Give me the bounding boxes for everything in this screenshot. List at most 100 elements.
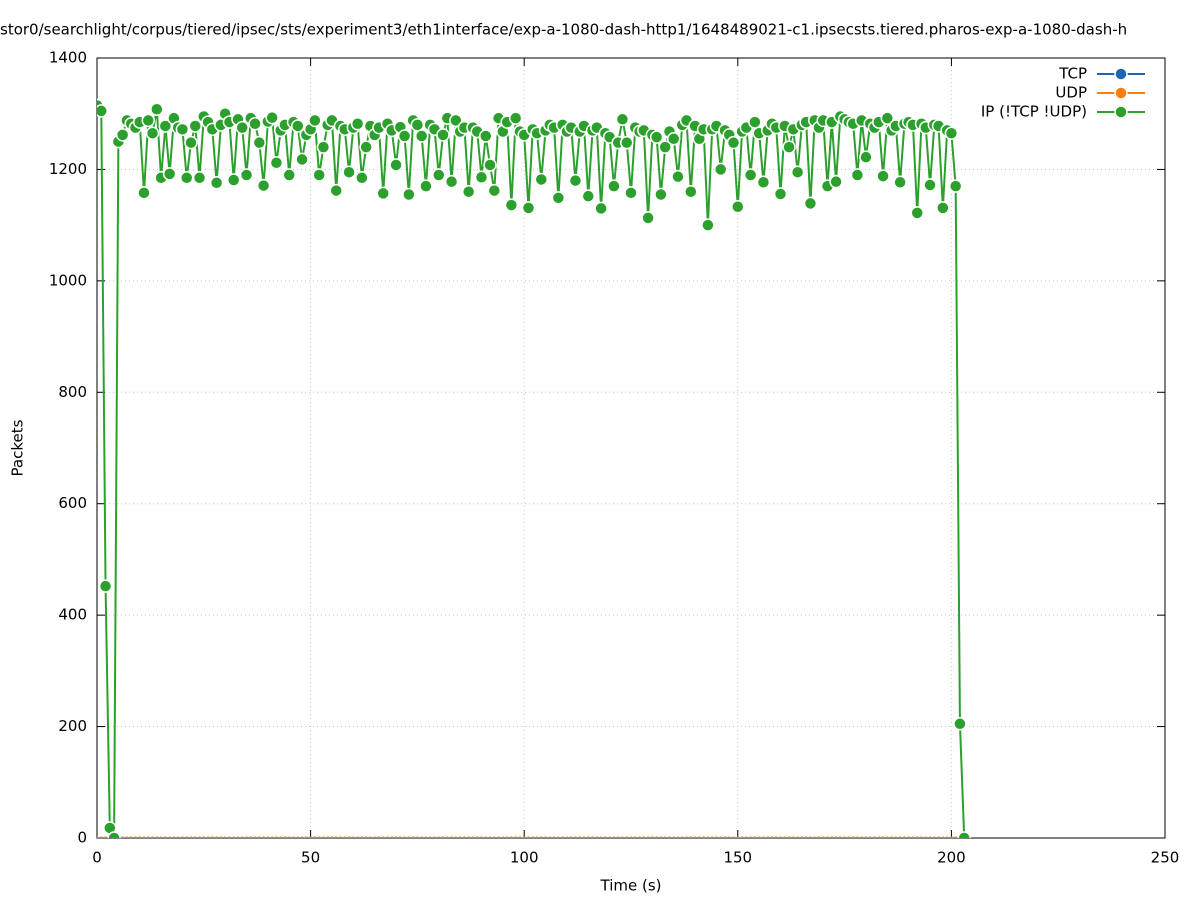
data-point xyxy=(641,211,655,225)
data-point xyxy=(649,130,664,144)
data-point xyxy=(215,836,219,838)
x-tick-label: 50 xyxy=(301,849,320,867)
data-point xyxy=(932,836,936,838)
data-point xyxy=(381,836,385,838)
plot-border xyxy=(96,57,1166,839)
data-point xyxy=(479,129,493,143)
data-point xyxy=(638,836,642,838)
data-point xyxy=(266,836,270,838)
data-point xyxy=(99,836,103,838)
data-point xyxy=(295,152,309,167)
data-point xyxy=(312,168,326,182)
data-point xyxy=(163,836,167,838)
data-point xyxy=(843,836,847,838)
data-point xyxy=(945,836,949,838)
data-point xyxy=(829,174,843,189)
data-point xyxy=(850,168,865,182)
data-point xyxy=(910,206,924,220)
data-point xyxy=(625,836,629,838)
data-point xyxy=(616,836,620,838)
y-tick-label: 0 xyxy=(77,829,87,847)
data-point xyxy=(262,836,266,838)
data-point xyxy=(359,140,373,154)
data-point xyxy=(450,836,454,838)
data-point xyxy=(257,836,261,838)
y-tick-label: 600 xyxy=(58,494,87,512)
data-point xyxy=(713,162,728,177)
data-point xyxy=(339,836,343,838)
data-point xyxy=(296,836,300,838)
data-point xyxy=(706,836,710,838)
data-point xyxy=(313,836,317,838)
data-point xyxy=(907,836,911,838)
data-point xyxy=(544,836,548,838)
data-point xyxy=(761,836,765,838)
data-point xyxy=(343,836,347,838)
data-point xyxy=(573,836,577,838)
data-point xyxy=(240,836,244,838)
data-point xyxy=(411,836,415,838)
data-point xyxy=(803,196,818,211)
data-point xyxy=(518,836,522,838)
data-point xyxy=(551,191,566,205)
data-point xyxy=(432,836,436,838)
data-point xyxy=(578,836,582,838)
data-point xyxy=(326,836,330,838)
data-point xyxy=(855,836,859,838)
data-point xyxy=(953,717,967,731)
data-point xyxy=(719,836,723,838)
data-point xyxy=(236,836,240,838)
data-point xyxy=(248,116,262,131)
data-point xyxy=(680,836,684,838)
data-point xyxy=(104,836,108,838)
data-point xyxy=(723,836,727,838)
data-point xyxy=(774,836,778,838)
data-point xyxy=(107,831,121,838)
data-point xyxy=(385,836,389,838)
x-tick-label: 100 xyxy=(510,849,539,867)
data-point xyxy=(594,201,608,216)
data-point xyxy=(223,836,227,838)
data-point xyxy=(189,836,193,838)
data-point xyxy=(736,836,740,838)
data-point xyxy=(608,836,612,838)
data-point xyxy=(919,836,923,838)
data-point xyxy=(424,836,428,838)
data-point xyxy=(316,140,331,154)
data-point xyxy=(394,836,398,838)
data-point xyxy=(97,836,99,838)
data-point xyxy=(249,836,253,838)
data-point xyxy=(791,836,795,838)
data-point xyxy=(911,836,915,838)
chart-title: stor0/searchlight/corpus/tiered/ipsec/st… xyxy=(0,21,1127,39)
data-point xyxy=(505,836,509,838)
data-point xyxy=(944,126,959,140)
data-point xyxy=(743,168,758,182)
data-point xyxy=(397,129,412,143)
data-point xyxy=(902,836,906,838)
data-point xyxy=(813,836,817,838)
data-point xyxy=(151,836,155,838)
data-point xyxy=(770,836,774,838)
data-point xyxy=(666,132,681,146)
data-point xyxy=(629,836,633,838)
data-point xyxy=(330,836,334,838)
data-point xyxy=(487,183,502,198)
data-point xyxy=(373,836,377,838)
data-point xyxy=(615,112,630,127)
data-point xyxy=(415,836,419,838)
data-point xyxy=(561,836,565,838)
legend-marker xyxy=(1114,105,1128,119)
data-point xyxy=(209,176,224,190)
series-line xyxy=(97,104,966,838)
data-point xyxy=(790,165,805,179)
data-point xyxy=(474,170,489,184)
data-point xyxy=(757,836,761,838)
data-point xyxy=(689,836,693,838)
data-point xyxy=(210,836,214,838)
data-point xyxy=(684,184,698,199)
data-point xyxy=(269,155,284,170)
data-point xyxy=(937,836,941,838)
data-point xyxy=(390,836,394,838)
data-point xyxy=(796,836,800,838)
